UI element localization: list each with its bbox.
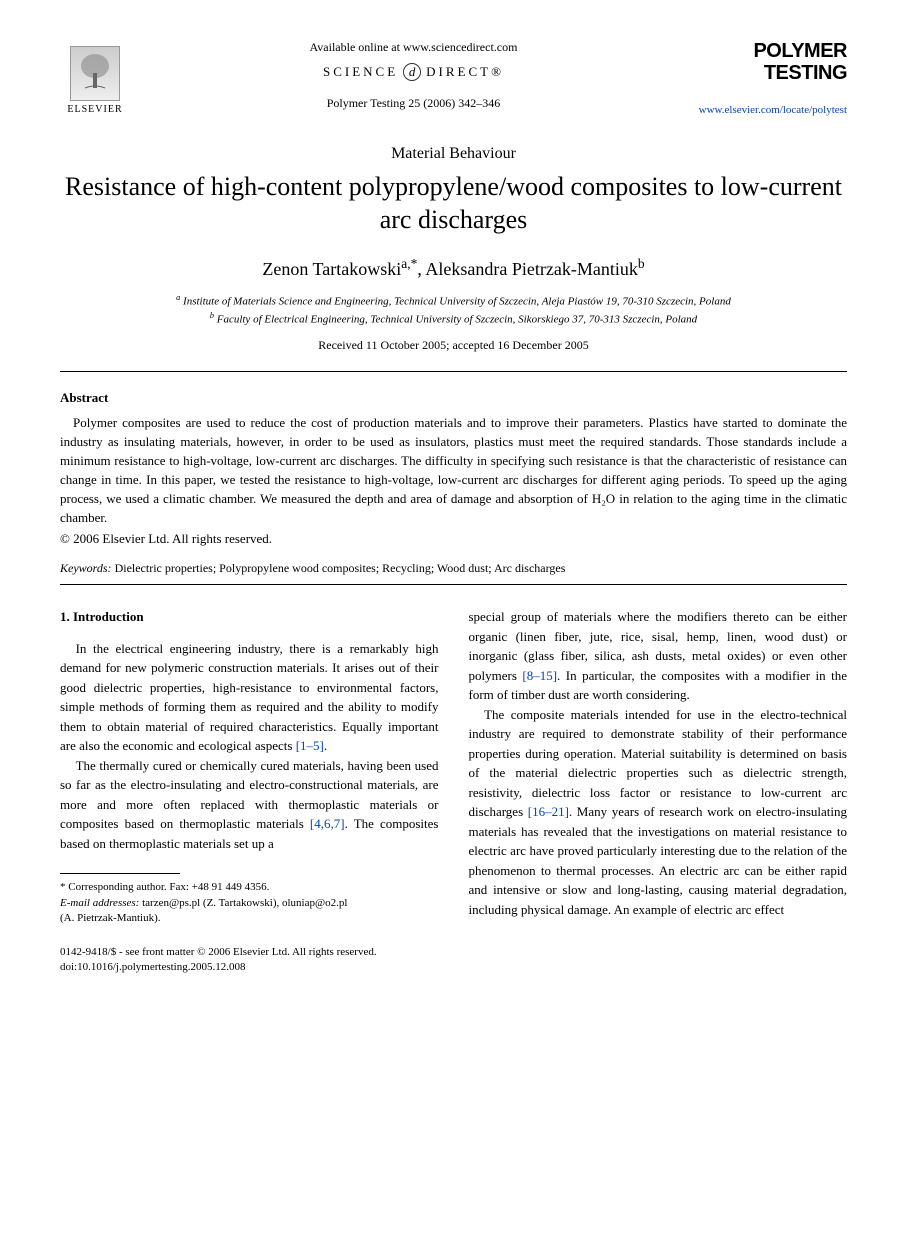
column-left: 1. Introduction In the electrical engine…	[60, 607, 439, 926]
author-2-sup: b	[638, 256, 645, 271]
col2-para-1: special group of materials where the mod…	[469, 607, 848, 705]
email-2: (A. Pietrzak-Mantiuk).	[60, 911, 439, 926]
body-columns: 1. Introduction In the electrical engine…	[60, 607, 847, 926]
elsevier-tree-icon	[70, 46, 120, 101]
affiliation-b: Faculty of Electrical Engineering, Techn…	[217, 314, 697, 326]
ref-16-21[interactable]: [16–21]	[528, 804, 569, 819]
divider-top	[60, 371, 847, 372]
journal-box: POLYMER TESTING www.elsevier.com/locate/…	[697, 40, 847, 116]
ref-8-15[interactable]: [8–15]	[522, 668, 557, 683]
sd-right: DIRECT®	[426, 64, 504, 80]
footnote-separator	[60, 873, 180, 874]
citation-text: Polymer Testing 25 (2006) 342–346	[150, 96, 677, 111]
header-row: ELSEVIER Available online at www.science…	[60, 40, 847, 120]
abstract-copyright: © 2006 Elsevier Ltd. All rights reserved…	[60, 531, 847, 547]
intro-para-1: In the electrical engineering industry, …	[60, 639, 439, 756]
email-label: E-mail addresses:	[60, 897, 139, 909]
journal-line2: TESTING	[764, 62, 847, 84]
author-1-sup: a,*	[401, 256, 417, 271]
author-1: Zenon Tartakowski	[262, 259, 401, 279]
authors: Zenon Tartakowskia,*, Aleksandra Pietrza…	[60, 256, 847, 280]
article-type: Material Behaviour	[60, 145, 847, 163]
elsevier-logo: ELSEVIER	[60, 40, 130, 120]
elsevier-label: ELSEVIER	[67, 104, 122, 115]
sd-d-icon: d	[403, 63, 421, 81]
journal-title: POLYMER TESTING	[697, 40, 847, 84]
article-dates: Received 11 October 2005; accepted 16 De…	[60, 338, 847, 353]
email-line: E-mail addresses: tarzen@ps.pl (Z. Tarta…	[60, 896, 439, 911]
affiliations: a Institute of Materials Science and Eng…	[60, 292, 847, 328]
available-online-text: Available online at www.sciencedirect.co…	[150, 40, 677, 55]
abstract-text: Polymer composites are used to reduce th…	[60, 414, 847, 527]
affiliation-a: Institute of Materials Science and Engin…	[183, 296, 731, 308]
sd-left: SCIENCE	[323, 64, 398, 80]
keywords-label: Keywords:	[60, 561, 112, 575]
c2p2b: . Many years of research work on electro…	[469, 804, 848, 917]
ref-1-5[interactable]: [1–5]	[296, 738, 324, 753]
sciencedirect-logo: SCIENCE d DIRECT®	[150, 63, 677, 81]
keywords-text: Dielectric properties; Polypropylene woo…	[115, 561, 566, 575]
p1-end: .	[324, 738, 327, 753]
column-right: special group of materials where the mod…	[469, 607, 848, 926]
journal-line1: POLYMER	[753, 40, 847, 62]
ref-4-6-7[interactable]: [4,6,7]	[310, 816, 345, 831]
email-1: tarzen@ps.pl (Z. Tartakowski), oluniap@o…	[142, 897, 347, 909]
intro-para-2: The thermally cured or chemically cured …	[60, 756, 439, 854]
p1-text: In the electrical engineering industry, …	[60, 641, 439, 754]
corresponding-author: * Corresponding author. Fax: +48 91 449 …	[60, 880, 439, 895]
footer-info: 0142-9418/$ - see front matter © 2006 El…	[60, 945, 847, 976]
abstract-heading: Abstract	[60, 390, 847, 406]
footnote-block: * Corresponding author. Fax: +48 91 449 …	[60, 880, 439, 926]
section-1-heading: 1. Introduction	[60, 607, 439, 627]
center-header: Available online at www.sciencedirect.co…	[130, 40, 697, 111]
keywords-line: Keywords: Dielectric properties; Polypro…	[60, 561, 847, 576]
footer-doi: doi:10.1016/j.polymertesting.2005.12.008	[60, 960, 847, 975]
footer-line-1: 0142-9418/$ - see front matter © 2006 El…	[60, 945, 847, 960]
c2p2a: The composite materials intended for use…	[469, 707, 848, 820]
author-2: Aleksandra Pietrzak-Mantiuk	[425, 259, 637, 279]
tree-icon	[75, 51, 115, 96]
journal-link[interactable]: www.elsevier.com/locate/polytest	[697, 104, 847, 116]
article-title: Resistance of high-content polypropylene…	[60, 171, 847, 236]
col2-para-2: The composite materials intended for use…	[469, 705, 848, 920]
divider-bottom	[60, 584, 847, 585]
